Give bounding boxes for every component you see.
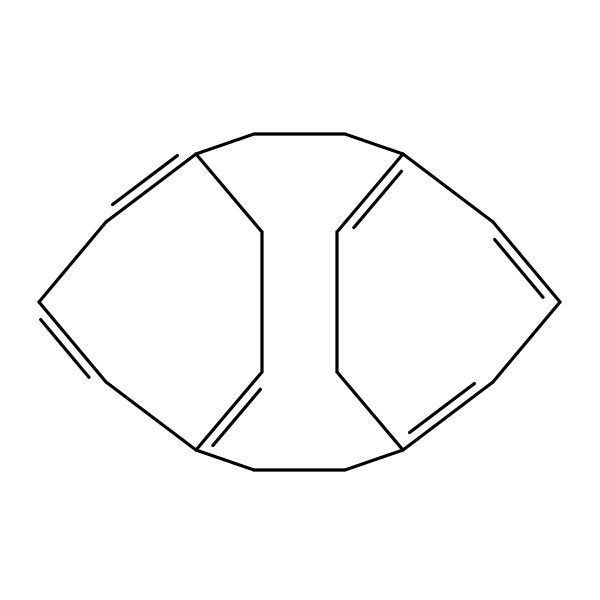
molecule-diagram <box>0 0 600 600</box>
